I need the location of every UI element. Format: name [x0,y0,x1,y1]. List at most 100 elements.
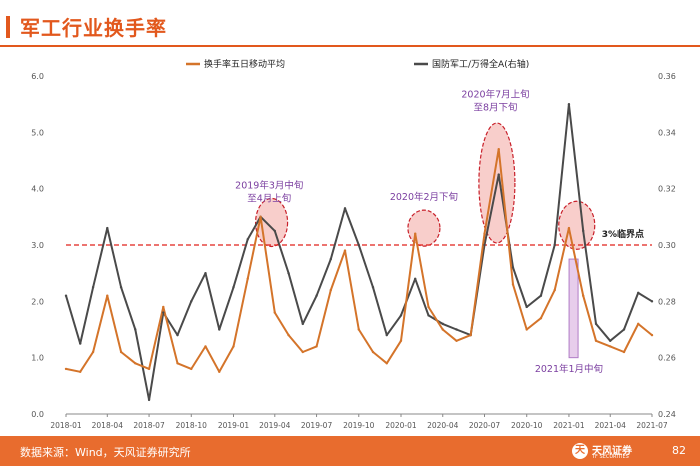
y-left-tick-label: 0.0 [31,410,44,419]
annotation-label-1: 至4月上旬 [247,192,291,204]
data-point-relative [106,226,109,230]
title-divider [0,45,700,47]
company-logo: 天 天风证券 TF SECURITIES [572,442,632,462]
data-point-turnover [218,370,221,373]
data-point-turnover [483,232,486,235]
data-point-relative [218,328,221,331]
x-tick-label: 2019-01 [218,421,250,430]
y-left-tick-label: 5.0 [31,128,44,137]
data-point-turnover [441,328,444,331]
title-bar: 军工行业换手率 [0,0,700,50]
x-tick-label: 2019-07 [301,421,333,430]
y-left-tick-label: 3.0 [31,241,44,250]
data-point-turnover [64,367,68,371]
data-point-relative [246,238,249,241]
data-point-turnover [497,148,500,151]
series-line-turnover [65,148,653,373]
data-point-relative [176,333,179,337]
data-point-turnover [301,350,304,354]
x-tick-label: 2020-10 [511,421,543,430]
x-tick-label: 2021-07 [636,421,668,430]
legend-turnover-label: 换手率五日移动平均 [204,58,285,70]
data-point-turnover [246,277,249,280]
data-point-relative [371,286,375,289]
data-point-turnover [343,249,347,252]
data-point-turnover [119,350,123,354]
data-point-relative [399,314,403,317]
data-point-relative [287,271,290,275]
highlight-ellipse-2 [407,209,441,247]
logo-subtext: TF SECURITIES [592,454,629,460]
data-point-turnover [259,215,262,219]
data-point-turnover [147,367,151,371]
data-point-relative [343,207,347,210]
data-point-relative [609,339,612,342]
data-point-turnover [650,333,654,337]
x-tick-label: 2018-10 [176,421,208,430]
data-point-turnover [329,288,332,292]
data-point-relative [525,305,528,309]
data-point-relative [553,243,556,247]
data-point-turnover [357,328,360,331]
x-tick-label: 2018-04 [92,421,124,430]
x-tick-label: 2021-01 [553,421,585,430]
data-point-turnover [190,367,193,371]
data-point-turnover [315,345,318,348]
data-point-turnover [622,350,626,354]
data-point-relative [511,266,515,269]
y-right-tick-label: 0.34 [658,128,676,137]
data-point-relative [385,333,388,337]
x-tick-label: 2018-07 [133,421,165,430]
logo-mark: 天 [572,443,588,459]
data-point-relative [147,398,151,402]
data-point-relative [455,328,458,331]
y-left-tick-label: 4.0 [31,185,44,194]
data-point-relative [79,342,82,345]
data-point-turnover [581,294,585,297]
data-point-turnover [539,317,543,320]
data-point-turnover [609,345,612,348]
data-point-relative [581,229,585,233]
y-right-tick-label: 0.32 [658,185,676,194]
data-point-relative [567,102,571,106]
title-accent-bar [6,16,10,38]
page-title: 军工行业换手率 [20,16,167,40]
y-right-tick-label: 0.26 [658,354,676,363]
data-point-turnover [469,333,472,337]
data-point-relative [427,314,430,317]
x-tick-label: 2020-01 [385,421,417,430]
data-point-relative [594,322,598,326]
data-point-relative [91,286,95,289]
data-point-turnover [567,226,571,230]
data-point-relative [441,322,444,326]
data-point-turnover [637,322,640,326]
y-left-tick-label: 1.0 [31,354,44,363]
data-point-relative [134,328,137,331]
data-point-turnover [162,305,165,309]
x-tick-label: 2021-04 [595,421,627,430]
data-point-relative [232,286,235,289]
source-note: 数据来源：Wind，天风证券研究所 [20,446,191,459]
data-point-turnover [399,339,403,342]
data-point-turnover [511,283,515,286]
data-point-turnover [385,362,388,365]
y-left-tick-label: 6.0 [31,72,44,81]
data-point-relative [162,311,165,314]
data-point-relative [119,286,123,289]
data-point-turnover [91,350,95,354]
annotation-label-3: 2020年7月上旬 [461,88,529,100]
data-point-relative [539,294,543,297]
highlight-ellipse-4 [558,200,596,250]
data-point-turnover [287,333,290,337]
data-point-turnover [176,362,179,365]
data-point-turnover [427,305,430,309]
data-point-relative [414,277,417,280]
y-right-tick-label: 0.36 [658,72,676,81]
y-right-tick-label: 0.28 [658,297,676,306]
y-right-tick-label: 0.24 [658,410,676,419]
annotation-label-1: 2019年3月中旬 [235,179,303,191]
data-point-turnover [106,294,109,297]
annotation-label-3: 至8月下旬 [473,101,517,113]
x-tick-label: 2020-07 [469,421,501,430]
data-point-turnover [273,311,276,314]
